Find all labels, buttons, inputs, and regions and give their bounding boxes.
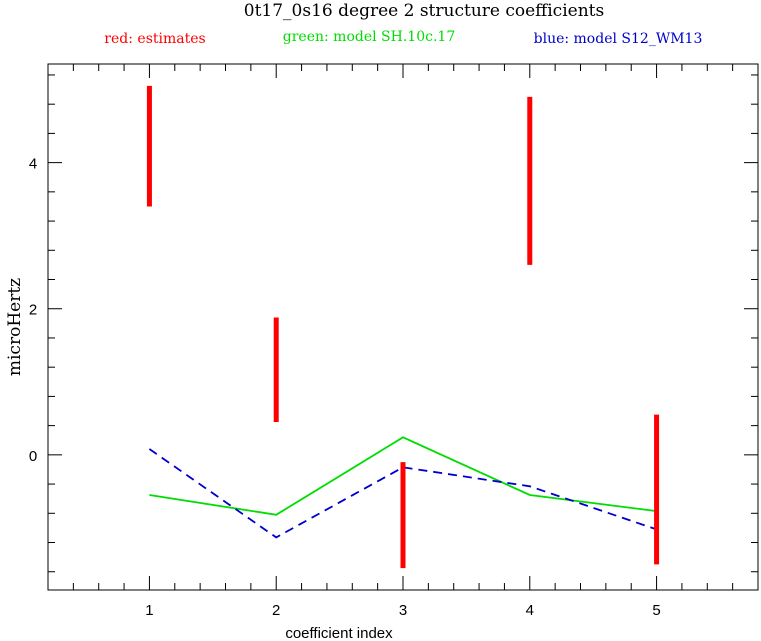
x-axis-label: coefficient index	[285, 625, 393, 641]
legend-model-s12wm13: blue: model S12_WM13	[534, 31, 703, 47]
x-tick-label: 1	[145, 602, 153, 619]
x-tick-label: 4	[526, 602, 534, 619]
y-tick-label: 0	[29, 448, 37, 465]
plot-area: 1 2 3 4 5 0 2 4	[29, 63, 759, 619]
x-tick-label: 2	[272, 602, 280, 619]
x-tick-label: 5	[652, 602, 660, 619]
y-tick-label: 2	[29, 302, 37, 319]
legend-model-sh10c17: green: model SH.10c.17	[283, 29, 455, 45]
series-line-s12wm13	[148, 448, 657, 539]
x-tick-label: 3	[399, 602, 407, 619]
chart-title: 0t17_0s16 degree 2 structure coefficient…	[244, 1, 604, 21]
y-tick-label: 4	[29, 156, 37, 173]
legend-estimates: red: estimates	[104, 31, 205, 47]
y-axis-label: microHertz	[5, 278, 25, 376]
